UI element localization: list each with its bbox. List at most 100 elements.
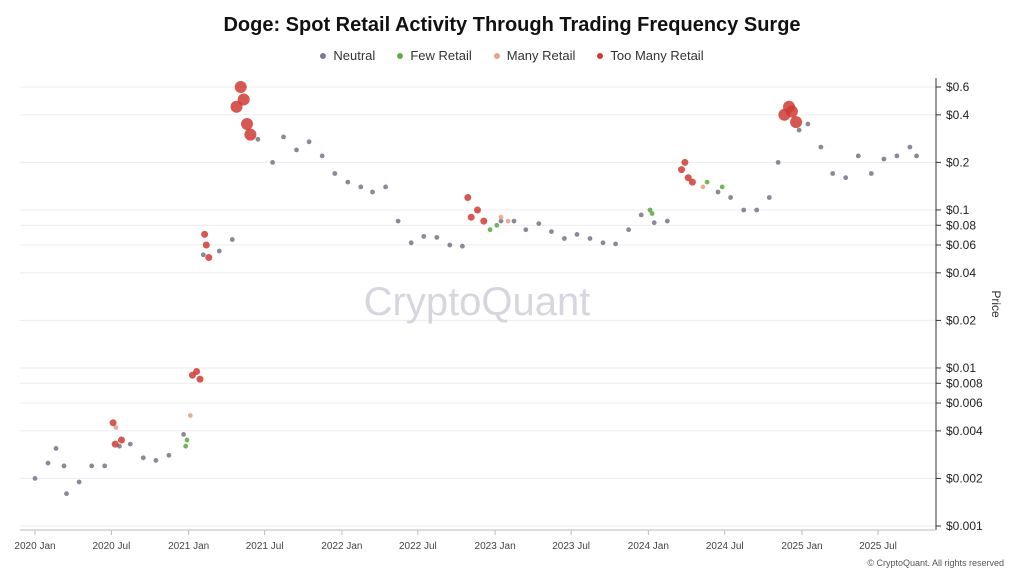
data-point: [294, 147, 299, 153]
data-point: [237, 93, 250, 106]
data-point: [881, 156, 887, 162]
y-tick-label: $0.001: [946, 519, 983, 533]
data-point: [587, 236, 593, 241]
legend-marker-few-retail: [397, 52, 404, 59]
data-point: [383, 184, 388, 190]
data-point: [187, 413, 193, 418]
data-point: [183, 443, 189, 449]
data-point: [434, 235, 440, 240]
series-too-many-retail: [109, 81, 803, 448]
data-point: [447, 242, 453, 248]
data-point: [32, 476, 38, 481]
data-point: [498, 214, 504, 220]
data-point: [855, 153, 861, 159]
x-tick-label: 2024 Jan: [628, 541, 669, 552]
data-point: [118, 436, 125, 444]
data-point: [184, 437, 190, 443]
series-neutral: [32, 121, 919, 497]
data-point: [64, 491, 69, 497]
data-point: [53, 446, 59, 451]
legend-item-many-retail[interactable]: Many Retail: [493, 48, 576, 63]
data-point: [536, 221, 542, 227]
data-point: [111, 440, 119, 448]
x-tick-label: 2020 Jul: [93, 541, 131, 552]
data-point: [796, 127, 802, 133]
data-point: [181, 432, 187, 437]
data-point: [205, 254, 213, 261]
legend-item-too-many-retail[interactable]: Too Many Retail: [597, 48, 704, 63]
data-point: [688, 178, 696, 186]
y-tick-label: $0.1: [946, 203, 970, 217]
data-point: [678, 166, 685, 174]
data-point: [681, 158, 689, 166]
data-point: [647, 207, 653, 213]
legend-item-neutral[interactable]: Neutral: [320, 48, 375, 63]
data-point: [649, 211, 655, 216]
legend-item-few-retail[interactable]: Few Retail: [397, 48, 472, 63]
data-point: [200, 252, 206, 258]
chart-title: Doge: Spot Retail Activity Through Tradi…: [223, 14, 801, 36]
data-point: [467, 213, 475, 221]
grid-lines: [20, 86, 936, 527]
y-tick-label: $0.006: [946, 396, 983, 410]
x-tick-label: 2025 Jul: [859, 541, 897, 552]
data-point: [549, 229, 554, 235]
data-point: [140, 455, 146, 461]
legend-label-too-many-retail: Too Many Retail: [610, 48, 704, 63]
y-tick-label: $0.08: [946, 218, 976, 232]
data-point: [600, 240, 606, 246]
data-point: [76, 479, 82, 485]
x-tick-label: 2022 Jan: [321, 541, 362, 552]
data-point: [830, 171, 836, 176]
data-point: [153, 458, 159, 463]
data-point: [818, 144, 824, 150]
data-point: [196, 375, 204, 383]
y-tick-label: $0.004: [946, 424, 983, 438]
data-point: [306, 139, 312, 145]
data-point: [395, 218, 401, 224]
data-point: [664, 218, 670, 224]
data-point: [684, 174, 692, 182]
data-point: [109, 419, 117, 427]
x-axis-ticks: 2020 Jan 2020 Jul 2021 Jan 2021 Jul 2022 Jan…: [14, 530, 897, 552]
data-point: [281, 134, 286, 140]
y-axis-ticks: $0.6 $0.4 $0.2 $0.1$0.08 $0.06 $0.04 $0.02 $0.0…: [936, 80, 983, 533]
data-point: [907, 144, 913, 150]
data-point: [201, 230, 209, 238]
x-tick-label: 2023 Jul: [552, 541, 590, 552]
data-point: [487, 227, 493, 233]
series-few-retail: [183, 179, 725, 449]
data-point: [102, 463, 108, 469]
data-point: [332, 171, 338, 176]
y-tick-label: $0.02: [946, 313, 976, 327]
data-point: [480, 217, 488, 225]
y-tick-label: $0.008: [946, 376, 983, 390]
chart-legend: Neutral Few Retail Many Retail Too Many …: [0, 48, 1024, 63]
data-point: [474, 206, 481, 214]
x-tick-label: 2021 Jul: [246, 541, 284, 552]
data-point: [754, 207, 760, 213]
data-point: [229, 237, 235, 242]
legend-label-many-retail: Many Retail: [506, 48, 576, 63]
watermark: CryptoQuant: [364, 280, 591, 324]
data-point: [127, 441, 133, 447]
data-point: [843, 175, 849, 181]
y-tick-label: $0.6: [946, 80, 970, 94]
data-point: [914, 153, 919, 159]
data-point: [216, 248, 222, 254]
copyright-footer: © CryptoQuant. All rights reserved: [867, 558, 1004, 568]
data-point: [61, 463, 67, 469]
data-point: [498, 218, 504, 224]
data-point: [626, 227, 631, 233]
data-points: [32, 81, 919, 497]
data-point: [728, 195, 733, 200]
data-point: [868, 171, 874, 176]
data-point: [358, 184, 364, 190]
y-tick-label: $0.04: [946, 266, 976, 280]
data-point: [345, 179, 351, 185]
data-point: [766, 195, 772, 200]
data-point: [89, 463, 95, 469]
data-point: [562, 236, 567, 241]
x-tick-label: 2022 Jul: [399, 541, 437, 552]
